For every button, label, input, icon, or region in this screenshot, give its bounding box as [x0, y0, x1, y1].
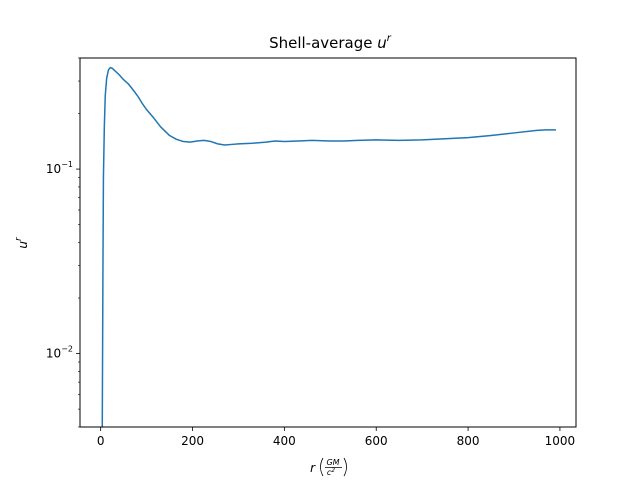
x-tick-label: 800 [457, 434, 480, 448]
x-tick-label: 600 [365, 434, 388, 448]
y-axis-ticks: 10−2 10−1 [46, 57, 80, 428]
x-axis-label: r GM c2 [310, 457, 347, 477]
x-tick-label: 0 [97, 434, 105, 448]
x-axis-label-numerator: GM [326, 458, 339, 467]
left-paren [320, 457, 324, 477]
y-axis-label: ur [14, 236, 30, 249]
y-tick-label: 10−1 [46, 160, 73, 176]
x-axis-label-denominator: c2 [327, 467, 335, 477]
chart-title: Shell-average ur [269, 33, 392, 52]
right-paren [343, 457, 347, 477]
plot-area [101, 66, 557, 428]
x-tick-label: 400 [273, 434, 296, 448]
x-tick-label: 1000 [545, 434, 576, 448]
y-tick-label: 10−2 [46, 345, 73, 361]
x-axis-ticks: 0 200 400 600 800 1000 [97, 427, 575, 448]
x-axis-label-var: r [310, 461, 316, 475]
series-line-0 [101, 66, 557, 428]
x-tick-label: 200 [181, 434, 204, 448]
